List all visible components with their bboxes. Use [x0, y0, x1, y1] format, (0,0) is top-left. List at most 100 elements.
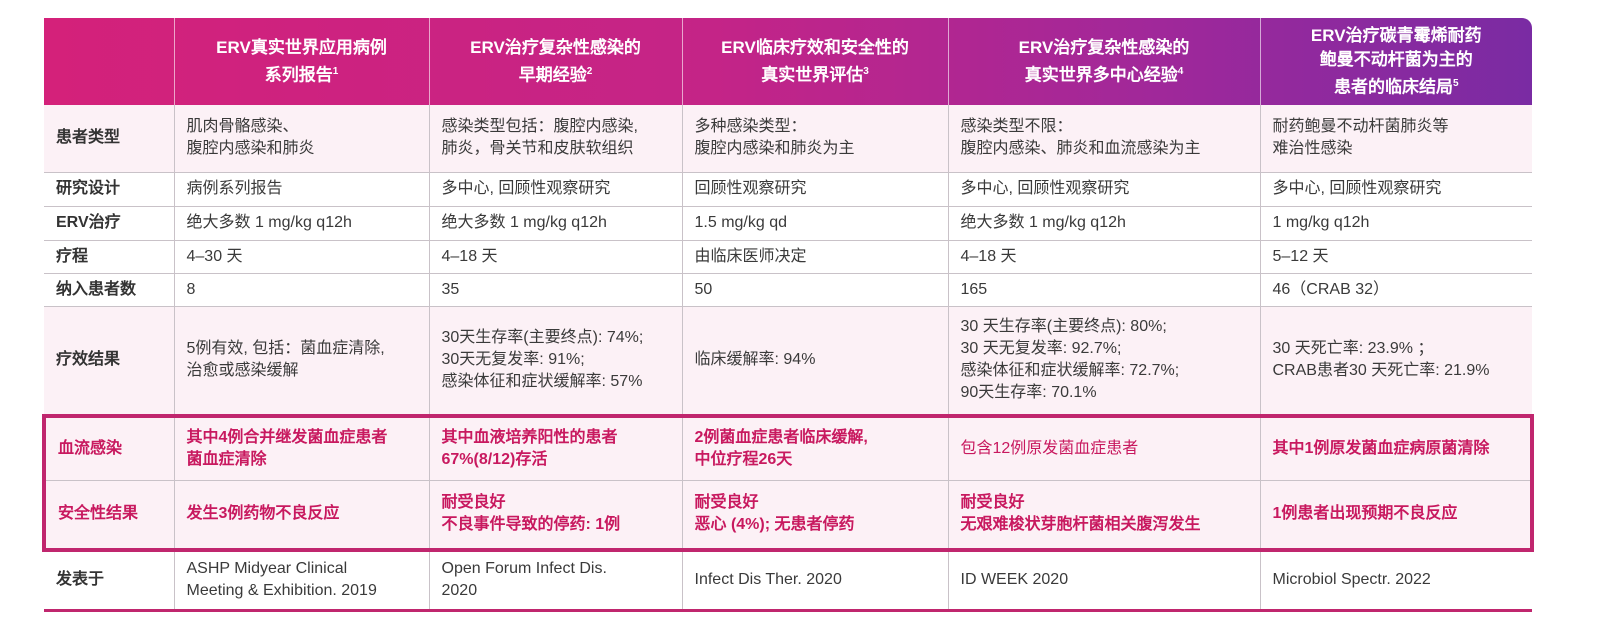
header-line: 早期经验2: [442, 60, 670, 88]
cell-text: 其中4例合并继发菌血症患者: [186, 428, 388, 446]
cell-text: 绝大多数 1 mg/kg q12h: [960, 214, 1126, 231]
table-row: 血流感染 其中4例合并继发菌血症患者 菌血症清除 其中血液培养阳性的患者 67%(8/1…: [42, 414, 1534, 481]
header-line: ERV真实世界应用病例: [187, 36, 417, 60]
table-cell: Open Forum Infect Dis. 2020: [429, 550, 683, 612]
cell-text: 67%(8/12)存活: [441, 450, 548, 468]
cell-text: 30天生存率(主要终点): 74%;: [441, 329, 644, 347]
table-cell: 46（CRAB 32）: [1260, 273, 1532, 307]
table-cell: 回顾性观察研究: [682, 172, 949, 207]
cell-text: ID WEEK 2020: [960, 571, 1069, 589]
header-line: 真实世界评估3: [695, 60, 936, 88]
table-cell: 耐受良好 恶心 (4%); 无患者停药: [682, 480, 949, 552]
cell-text: 感染体征和症状缓解率: 72.7%;: [960, 362, 1180, 380]
table-row: 研究设计 病例系列报告 多中心, 回顾性观察研究 回顾性观察研究 多中心, 回顾性观察研…: [44, 172, 1532, 207]
table-cell: 多中心, 回顾性观察研究: [1260, 172, 1532, 207]
table-cell: 绝大多数 1 mg/kg q12h: [429, 206, 683, 241]
table-cell: 其中1例原发菌血症病原菌清除: [1260, 414, 1534, 481]
header-text: ERV临床疗效和安全性的: [721, 37, 909, 57]
table-cell: 4–30 天: [174, 240, 430, 274]
cell-text: 30 天无复发率: 92.7%;: [960, 340, 1122, 358]
cell-text: 绝大多数 1 mg/kg q12h: [441, 214, 607, 231]
table-cell: 多中心, 回顾性观察研究: [429, 172, 683, 207]
header-line: 系列报告1: [187, 60, 417, 88]
cell-text: 30 天死亡率: 23.9% ；: [1272, 340, 1434, 358]
cell-text: 肺炎，骨关节和皮肤软组织: [441, 140, 634, 158]
cell-text: 难治性感染: [1272, 140, 1353, 158]
table-cell: 由临床医师决定: [682, 240, 949, 274]
cell-text: 耐受良好: [960, 494, 1025, 512]
table-cell: 35: [429, 273, 683, 307]
cell-text: 多中心, 回顾性观察研究: [441, 180, 611, 197]
cell-text: 30 天生存率(主要终点): 80%;: [960, 318, 1167, 336]
cell-text: 病例系列报告: [186, 180, 283, 197]
cell-text: 绝大多数 1 mg/kg q12h: [186, 214, 352, 231]
cell-text: 回顾性观察研究: [694, 180, 807, 197]
cell-text: 中位疗程26天: [694, 450, 793, 468]
cell-text: 临床缓解率: 94%: [694, 351, 816, 369]
cell-text: 90天生存率: 70.1%: [960, 384, 1097, 402]
table-row: ERV治疗 绝大多数 1 mg/kg q12h 绝大多数 1 mg/kg q12h 1…: [44, 206, 1532, 241]
header-line: 患者的临床结局5: [1273, 72, 1521, 100]
cell-text: 腹腔内感染、肺炎和血流感染为主: [960, 140, 1201, 158]
cell-text: 30天无复发率: 91%;: [441, 351, 585, 369]
cell-text: Infect Dis Ther. 2020: [694, 571, 842, 589]
table-cell: 多中心, 回顾性观察研究: [948, 172, 1261, 207]
cell-text: 耐受良好: [441, 494, 506, 512]
reference-number: 2: [586, 65, 593, 77]
header-line: ERV治疗碳青霉烯耐药: [1273, 24, 1521, 48]
cell-text: 多中心, 回顾性观察研究: [960, 180, 1130, 197]
column-header: ERV临床疗效和安全性的真实世界评估3: [682, 18, 949, 105]
cell-text: Meeting & Exhibition. 2019: [186, 582, 377, 600]
cell-text: 5–12 天: [1272, 247, 1329, 265]
header-text: 患者的临床结局: [1333, 77, 1453, 97]
cell-text: 感染类型不限：: [960, 118, 1073, 136]
cell-text: Microbiol Spectr. 2022: [1272, 571, 1431, 589]
table-cell: 165: [948, 273, 1261, 307]
row-label: 安全性结果: [42, 480, 175, 552]
table-cell: 2例菌血症患者临床缓解, 中位疗程26天: [682, 414, 949, 481]
row-label: ERV治疗: [44, 206, 175, 241]
table-cell: 其中血液培养阳性的患者 67%(8/12)存活: [429, 414, 683, 481]
cell-text: Open Forum Infect Dis.: [441, 560, 607, 578]
row-label: 研究设计: [44, 172, 175, 207]
table-cell: 病例系列报告: [174, 172, 430, 207]
cell-text: 腹腔内感染和肺炎: [186, 140, 315, 158]
header-text: ERV治疗复杂性感染的: [1018, 37, 1190, 57]
cell-text: 50: [694, 280, 713, 298]
table-cell: 感染类型包括：腹腔内感染, 肺炎，骨关节和皮肤软组织: [429, 105, 683, 173]
header-text: 系列报告: [264, 65, 333, 85]
header-text: 真实世界评估: [761, 65, 864, 85]
header-line: ERV治疗复杂性感染的: [961, 36, 1248, 60]
cell-text: 其中1例原发菌血症病原菌清除: [1272, 439, 1490, 457]
table-cell: 多种感染类型： 腹腔内感染和肺炎为主: [682, 105, 949, 173]
table-cell: 耐药鲍曼不动杆菌肺炎等 难治性感染: [1260, 105, 1532, 173]
table-cell: 1.5 mg/kg qd: [682, 206, 949, 241]
column-header: ERV真实世界应用病例 系列报告1: [174, 18, 430, 105]
table-cell: 1例患者出现预期不良反应: [1260, 480, 1534, 552]
table-cell: 8: [174, 273, 430, 307]
cell-text: 4–18 天: [960, 247, 1017, 265]
table-cell: ASHP Midyear Clinical Meeting & Exhibitio…: [174, 550, 430, 612]
row-label: 纳入患者数: [44, 273, 175, 307]
row-label: 血流感染: [42, 414, 175, 481]
cell-text: 35: [441, 280, 460, 298]
table-cell: 耐受良好 不良事件导致的停药: 1例: [429, 480, 683, 552]
cell-text: 治愈或感染缓解: [186, 362, 299, 380]
cell-text: 4–18 天: [441, 247, 498, 265]
table-cell: Microbiol Spectr. 2022: [1260, 550, 1532, 612]
cell-text: 其中血液培养阳性的患者: [441, 428, 618, 446]
table-row: 纳入患者数 8 35 50 165 46（CRAB 32）: [44, 273, 1532, 307]
column-header: ERV治疗复杂性感染的真实世界多中心经验4: [948, 18, 1261, 105]
row-label: 患者类型: [44, 105, 175, 173]
cell-text: 1.5 mg/kg qd: [694, 214, 788, 231]
cell-text: 5例有效, 包括：菌血症清除,: [186, 340, 385, 358]
header-line: 真实世界多中心经验4: [961, 60, 1248, 88]
table-cell: 肌肉骨骼感染、 腹腔内感染和肺炎: [174, 105, 430, 173]
header-text: ERV治疗复杂性感染的: [470, 37, 641, 57]
cell-text: 感染体征和症状缓解率: 57%: [441, 373, 643, 391]
study-comparison-table: ERV真实世界应用病例 系列报告1 ERV治疗复杂性感染的早期经验2 ERV临床疗效和…: [42, 18, 1534, 612]
row-label: 发表于: [44, 550, 175, 612]
cell-text: 165: [960, 280, 988, 298]
cell-text: 46（CRAB 32）: [1272, 280, 1390, 298]
header-line: ERV临床疗效和安全性的: [695, 36, 936, 60]
